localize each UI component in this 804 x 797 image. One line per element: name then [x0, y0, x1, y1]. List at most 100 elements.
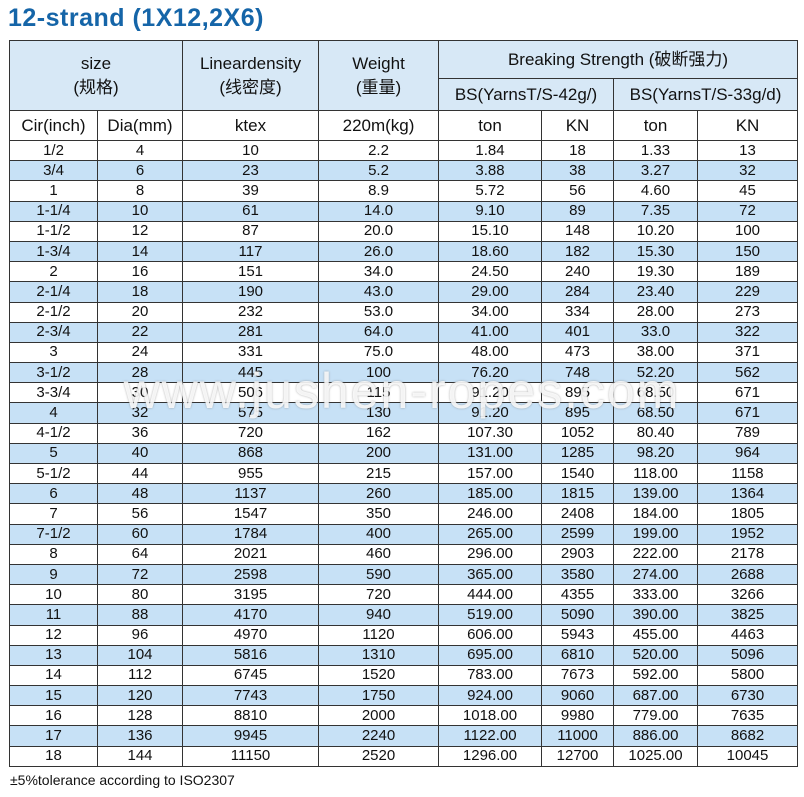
header-text: (规格)	[73, 77, 119, 97]
data-cell: 333.00	[613, 584, 699, 606]
data-cell: 13	[9, 644, 98, 666]
data-cell: 10	[9, 584, 98, 606]
data-cell: 16	[9, 705, 98, 727]
data-cell: 6810	[541, 644, 615, 666]
title: 12-strand (1X12,2X6)	[8, 4, 264, 32]
data-cell: 1025.00	[613, 745, 699, 767]
data-cell: 10045	[697, 745, 799, 767]
data-cell: 144	[96, 745, 184, 767]
data-cell: 12700	[541, 745, 615, 767]
data-cell: 18	[9, 745, 98, 767]
data-row: 11 88 4170 940 519.00 5090 390.00 3825	[9, 604, 799, 626]
data-cell: 22	[96, 321, 184, 343]
data-cell: 1052	[541, 422, 615, 444]
data-cell: 924.00	[438, 685, 543, 707]
unit-cell: Cir(inch)	[9, 110, 98, 141]
data-cell: 868	[182, 442, 320, 465]
data-cell: 131.00	[438, 442, 543, 465]
data-row: 2 16 151 34.0 24.50 240 19.30 189	[9, 261, 799, 283]
data-cell: 10	[182, 139, 320, 162]
data-cell: 3/4	[9, 160, 98, 182]
data-cell: 519.00	[438, 604, 543, 626]
data-cell: 128	[96, 705, 184, 727]
data-row: 7 56 1547 350 246.00 2408 184.00 1805	[9, 503, 799, 525]
data-cell: 575	[182, 402, 320, 424]
data-row: 1-3/4 14 117 26.0 18.60 182 15.30 150	[9, 240, 799, 263]
data-cell: 748	[541, 362, 615, 384]
data-row: 1-1/4 10 61 14.0 9.10 89 7.35 72	[9, 200, 799, 222]
data-cell: 80	[96, 584, 184, 606]
data-cell: 274.00	[613, 563, 699, 586]
data-cell: 5-1/2	[9, 462, 98, 485]
data-cell: 7.35	[613, 200, 699, 222]
data-cell: 3825	[697, 604, 799, 626]
data-cell: 1952	[697, 523, 799, 545]
data-row: 1 8 39 8.9 5.72 56 4.60 45	[9, 180, 799, 202]
data-cell: 964	[697, 442, 799, 465]
data-cell: 3.88	[438, 160, 543, 182]
data-cell: 444.00	[438, 584, 543, 606]
data-cell: 400	[318, 523, 440, 545]
data-cell: 87	[182, 220, 320, 242]
data-cell: 26.0	[318, 240, 440, 263]
data-cell: 695.00	[438, 644, 543, 666]
data-cell: 1-1/4	[9, 200, 98, 222]
data-cell: 232	[182, 301, 320, 323]
data-row: 2-1/4 18 190 43.0 29.00 284 23.40 229	[9, 281, 799, 303]
data-cell: 76.20	[438, 362, 543, 384]
data-cell: 3	[9, 341, 98, 364]
data-cell: 14.0	[318, 200, 440, 222]
unit-cell: 220m(kg)	[318, 110, 440, 141]
data-cell: 12	[9, 624, 98, 646]
data-cell: 1	[9, 180, 98, 202]
data-cell: 120	[96, 685, 184, 707]
data-cell: 3.27	[613, 160, 699, 182]
data-cell: 7	[9, 503, 98, 525]
data-row: 16 128 8810 2000 1018.00 9980 779.00 7635	[9, 705, 799, 727]
data-row: 15 120 7743 1750 924.00 9060 687.00 6730	[9, 685, 799, 707]
data-row: 18 144 11150 2520 1296.00 12700 1025.00 10045	[9, 745, 799, 767]
data-cell: 606.00	[438, 624, 543, 646]
data-cell: 100	[318, 362, 440, 384]
header-cell: Lineardensity (线密度)	[182, 40, 320, 111]
data-cell: 40	[96, 442, 184, 465]
data-row: 2-3/4 22 281 64.0 41.00 401 33.0 322	[9, 321, 799, 343]
data-row: 10 80 3195 720 444.00 4355 333.00 3266	[9, 584, 799, 606]
data-cell: 38.00	[613, 341, 699, 364]
data-cell: 2688	[697, 563, 799, 586]
data-cell: 52.20	[613, 362, 699, 384]
data-cell: 671	[697, 382, 799, 404]
data-cell: 1.84	[438, 139, 543, 162]
unit-cell: ktex	[182, 110, 320, 141]
data-cell: 10.20	[613, 220, 699, 242]
data-cell: 118.00	[613, 462, 699, 485]
data-cell: 9980	[541, 705, 615, 727]
data-row: 3-1/2 28 445 100 76.20 748 52.20 562	[9, 362, 799, 384]
data-cell: 45	[697, 180, 799, 202]
units-row: Cir(inch) Dia(mm) ktex 220m(kg) ton KN ton KN	[9, 110, 799, 141]
data-cell: 9945	[182, 725, 320, 747]
data-cell: 117	[182, 240, 320, 263]
header-text: Lineardensity	[199, 53, 302, 73]
data-cell: 1122.00	[438, 725, 543, 747]
data-cell: 222.00	[613, 543, 699, 565]
data-cell: 4970	[182, 624, 320, 646]
header-cell: BS(YarnsT/S-42g/)	[438, 78, 615, 111]
data-cell: 184.00	[613, 503, 699, 525]
data-cell: 2178	[697, 543, 799, 565]
data-cell: 1158	[697, 462, 799, 485]
data-cell: 895	[541, 382, 615, 404]
data-cell: 779.00	[613, 705, 699, 727]
data-cell: 445	[182, 362, 320, 384]
data-cell: 473	[541, 341, 615, 364]
data-cell: 44	[96, 462, 184, 485]
data-cell: 17	[9, 725, 98, 747]
data-cell: 3266	[697, 584, 799, 606]
data-row: 9 72 2598 590 365.00 3580 274.00 2688	[9, 563, 799, 586]
data-cell: 91.20	[438, 402, 543, 424]
data-cell: 886.00	[613, 725, 699, 747]
data-row: 3-3/4 30 506 115 91.20 895 68.50 671	[9, 382, 799, 404]
data-cell: 9.10	[438, 200, 543, 222]
data-cell: 4	[9, 402, 98, 424]
